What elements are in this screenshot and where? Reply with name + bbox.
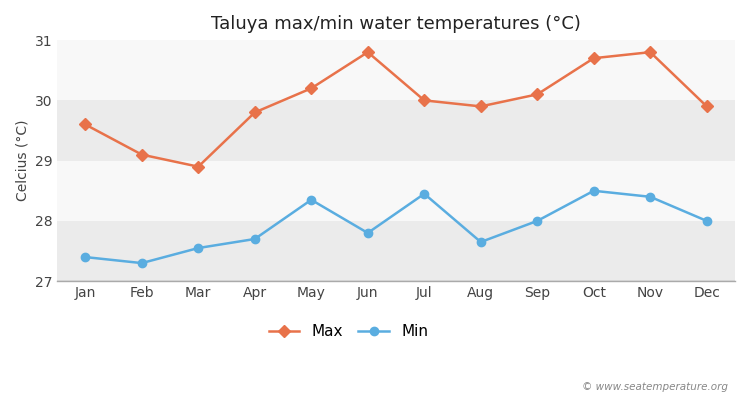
Bar	[57, 100, 735, 161]
Bar	[57, 221, 735, 281]
Max	[590, 56, 598, 60]
Max	[251, 110, 260, 115]
Line: Max: Max	[81, 48, 711, 171]
Min	[420, 191, 429, 196]
Max	[702, 104, 711, 109]
Min	[590, 188, 598, 193]
Text: © www.seatemperature.org: © www.seatemperature.org	[581, 382, 728, 392]
Min	[81, 255, 90, 260]
Max	[81, 122, 90, 127]
Max	[307, 86, 316, 91]
Title: Taluya max/min water temperatures (°C): Taluya max/min water temperatures (°C)	[211, 15, 581, 33]
Min	[307, 198, 316, 202]
Line: Min: Min	[81, 187, 711, 267]
Min	[251, 236, 260, 241]
Max	[420, 98, 429, 103]
Max	[194, 164, 202, 169]
Min	[363, 230, 372, 235]
Min	[476, 240, 485, 244]
Min	[194, 246, 202, 250]
Max	[137, 152, 146, 157]
Y-axis label: Celcius (°C): Celcius (°C)	[15, 120, 29, 201]
Legend: Max, Min: Max, Min	[262, 318, 434, 345]
Max	[646, 50, 655, 54]
Max	[476, 104, 485, 109]
Bar	[57, 161, 735, 221]
Min	[532, 218, 542, 223]
Max	[363, 50, 372, 54]
Bar	[57, 40, 735, 100]
Min	[137, 261, 146, 266]
Max	[532, 92, 542, 97]
Min	[702, 218, 711, 223]
Min	[646, 194, 655, 199]
